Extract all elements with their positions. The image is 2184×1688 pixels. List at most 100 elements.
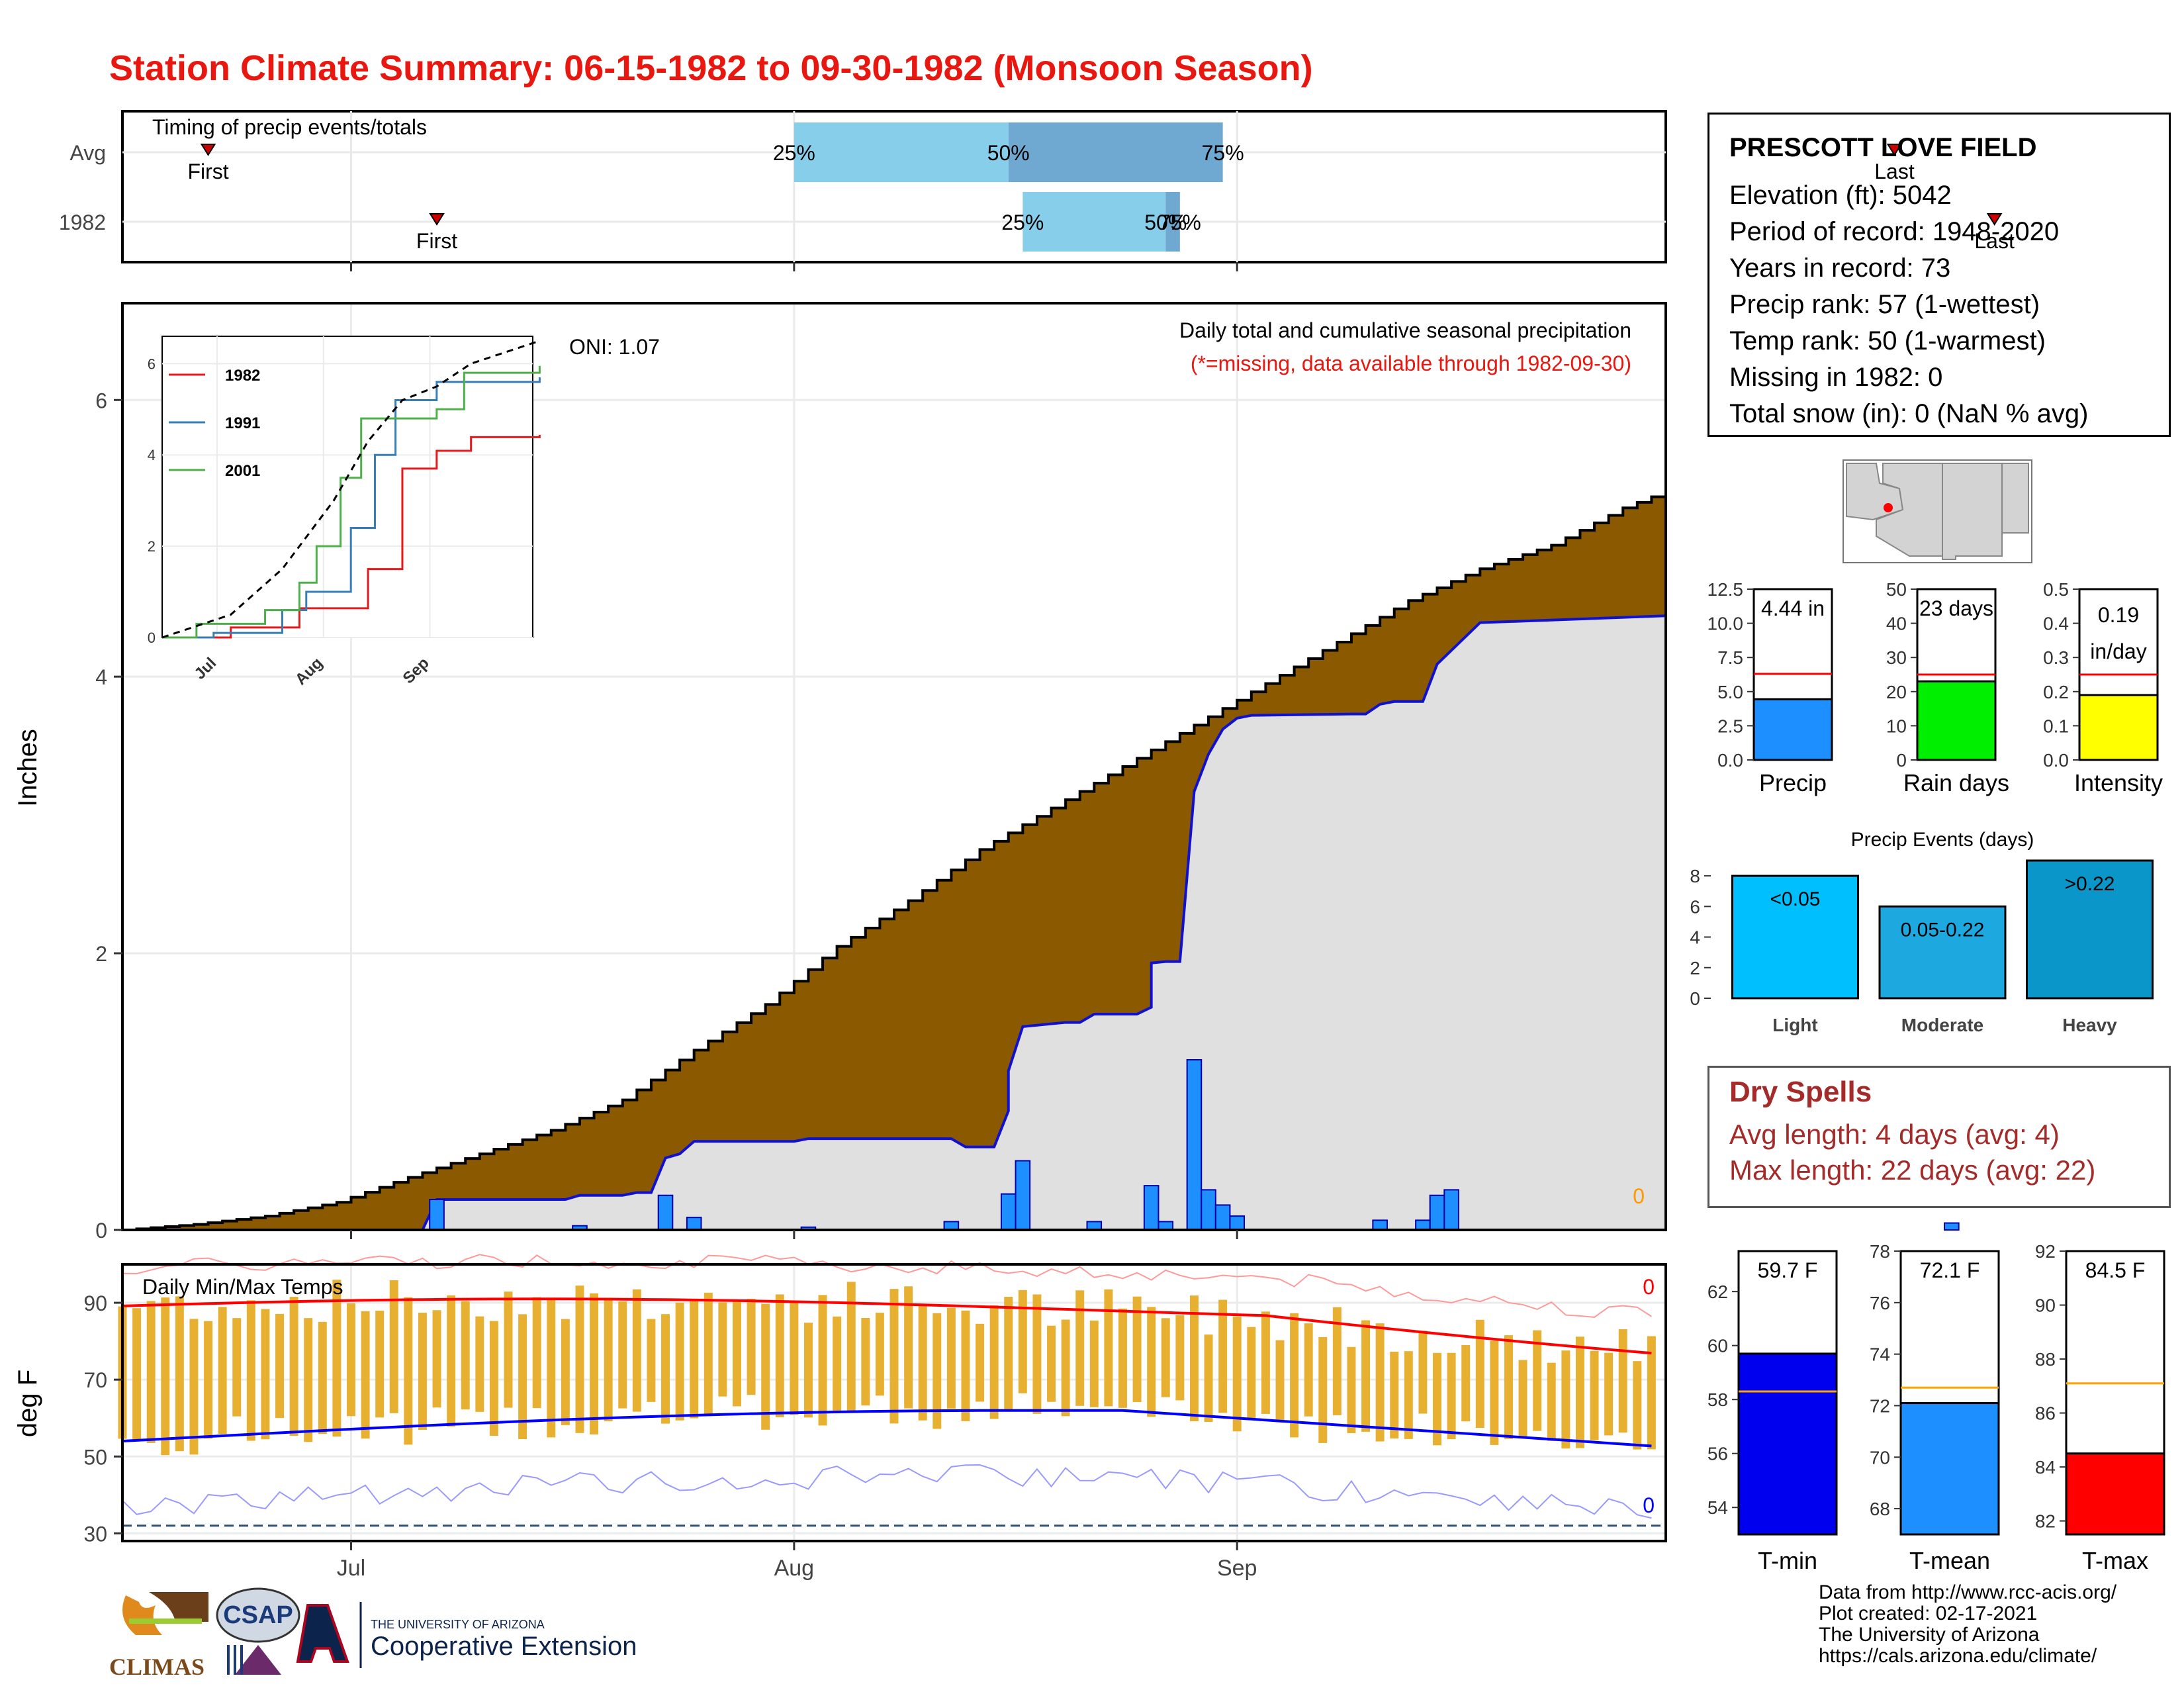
daily-temp-bar [1447, 1352, 1456, 1440]
avg-quantile-label: 75% [1202, 141, 1244, 165]
station-elevation: Elevation (ft): 5042 [1729, 181, 1952, 210]
precip-ytick-label: 6 [95, 389, 107, 412]
map-new-mexico-shape [1942, 463, 2003, 560]
timing-title: Timing of precip events/totals [152, 115, 427, 139]
daily-temp-bar [989, 1305, 999, 1419]
temp-ytick-label: 50 [83, 1445, 107, 1469]
precip-panel: Daily total and cumulative seasonal prec… [13, 302, 1960, 1243]
summary-value-unit: in/day [2090, 639, 2146, 663]
footer-line-url: https://cals.arizona.edu/climate/ [1819, 1645, 2097, 1667]
daily-precip-bar [1944, 1222, 1960, 1231]
event-bar-category: Light [1772, 1015, 1817, 1035]
precip-panel-subtitle: (*=missing, data available through 1982-… [1191, 352, 1631, 375]
daily-temp-bar [1018, 1289, 1027, 1393]
avg-quantile-label: 25% [773, 141, 815, 165]
temp-summary-ytick-label: 56 [1707, 1444, 1728, 1464]
footer-line-created: Plot created: 02-17-2021 [1819, 1603, 2038, 1624]
daily-temp-bar [1089, 1320, 1099, 1407]
summary-ytick-label: 10 [1886, 716, 1907, 736]
daily-temp-bar [1061, 1319, 1070, 1417]
daily-temp-bar [518, 1314, 527, 1439]
summary-value-label: 4.44 in [1761, 596, 1825, 620]
summary-ytick-label: 0 [1896, 750, 1907, 771]
daily-temp-bar [1604, 1352, 1614, 1436]
daily-temp-bar [1104, 1289, 1113, 1407]
summary-ytick-label: 0.0 [2043, 750, 2069, 771]
daily-temp-bar [1475, 1319, 1484, 1429]
daily-temp-bar [289, 1297, 298, 1436]
temp-summary-ytick-label: 60 [1707, 1336, 1728, 1356]
summary-ytick-label: 20 [1886, 682, 1907, 702]
event-bar-value-label: <0.05 [1770, 888, 1821, 910]
daily-temp-bar [604, 1300, 613, 1422]
summary-ytick-label: 0.4 [2043, 614, 2069, 634]
inset-legend-label: 1991 [225, 414, 260, 432]
summary-ytick-label: 0.5 [2043, 579, 2069, 600]
daily-temp-bar [1004, 1296, 1013, 1411]
station-snow: Total snow (in): 0 (NaN % avg) [1729, 399, 2089, 428]
daily-temp-bar [1547, 1362, 1556, 1441]
daily-precip-bar [1186, 1058, 1203, 1231]
daily-temp-bar [790, 1301, 799, 1415]
daily-temp-bar [1318, 1336, 1328, 1443]
footer-credits: Data from http://www.rcc-acis.org/ Plot … [1819, 1582, 2116, 1667]
summary-bar-0 [1752, 698, 1833, 761]
daily-temp-bar [1147, 1307, 1156, 1417]
temp-summary-bar-label: T-max [2082, 1547, 2148, 1574]
summary-ytick-label: 12.5 [1707, 579, 1744, 600]
cumulative-1982-line [122, 614, 1666, 1231]
inset-line-1991 [162, 377, 541, 639]
daily-temp-bar [1332, 1307, 1342, 1415]
event-bar-category: Moderate [1901, 1015, 1983, 1035]
precip-frame [121, 302, 1667, 1231]
temp-xtick-label: Aug [774, 1556, 815, 1581]
map-texas-shape [2001, 463, 2029, 534]
summary-ytick-label: 0.0 [1717, 750, 1743, 771]
daily-temp-bar [561, 1319, 570, 1425]
tmax-missing-count: 0 [1643, 1275, 1655, 1299]
inset-line-2001 [162, 365, 541, 639]
summary-bars: 0.0 2.5 5.0 7.5 10.0 12.5 4.44 in Precip 0 10 20 30… [1707, 579, 2163, 796]
avg-below-1982-area [122, 616, 1666, 1230]
daily-temp-bar [1533, 1330, 1542, 1431]
inset-ytick-label: 6 [148, 355, 156, 372]
daily-temp-bar [1161, 1318, 1170, 1397]
inset-ytick-label: 4 [148, 447, 156, 463]
climas-logo: CLIMAS [109, 1592, 208, 1680]
1982-iqr-low [1023, 192, 1166, 252]
timing-row-avg: Avg [69, 141, 106, 165]
temp-summary-value-label: 84.5 F [2085, 1258, 2146, 1282]
dry-spells-box: Dry Spells Avg length: 4 days (avg: 4) M… [1707, 1066, 2171, 1208]
temp-panel: Daily Min/Max Temps 0 0 deg F 30 50 70 90 J… [13, 1254, 1667, 1581]
temp-summary-value-label: 72.1 F [1920, 1258, 1980, 1282]
daily-temp-bar [946, 1307, 956, 1409]
summary-value-label: 23 days [1919, 596, 1993, 620]
daily-temp-bar [1032, 1294, 1042, 1414]
temp-summary-ytick-label: 82 [2035, 1511, 2056, 1532]
summary-ytick-label: 7.5 [1717, 647, 1743, 668]
daily-temp-bar [532, 1297, 541, 1409]
daily-temp-bar [918, 1305, 927, 1421]
footer-line-university: The University of Arizona [1819, 1624, 2040, 1646]
event-bar-category: Heavy [2062, 1015, 2117, 1035]
temp-summary-bar-1 [1899, 1402, 2000, 1536]
temp-summary-ytick-label: 90 [2035, 1295, 2056, 1316]
station-name: PRESCOTT LOVE FIELD [1729, 133, 2037, 162]
summary-ytick-label: 0.1 [2043, 716, 2069, 736]
temp-summary-bar-2 [2065, 1452, 2165, 1536]
station-years: Years in record: 73 [1729, 254, 1951, 283]
inset-ytick-label: 2 [148, 538, 156, 555]
precip-panel-title: Daily total and cumulative seasonal prec… [1179, 318, 1631, 342]
events-ytick-label: 0 [1690, 988, 1700, 1009]
daily-precip-bar [1415, 1219, 1431, 1231]
summary-bar-1 [1916, 680, 1997, 761]
daily-temp-bar [1504, 1335, 1513, 1439]
temp-summary-ytick-label: 70 [1870, 1447, 1890, 1468]
daily-temp-bar [961, 1310, 970, 1421]
events-title: Precip Events (days) [1851, 829, 2034, 851]
temp-ylabel: deg F [13, 1370, 42, 1437]
logos-bar: CLIMAS CSAP THE UNIVERSITY OF ARIZONA Co… [109, 1582, 745, 1681]
daily-temp-bar [704, 1292, 713, 1415]
temp-summary-bar-label: T-mean [1909, 1547, 1990, 1574]
summary-ytick-label: 30 [1886, 647, 1907, 668]
